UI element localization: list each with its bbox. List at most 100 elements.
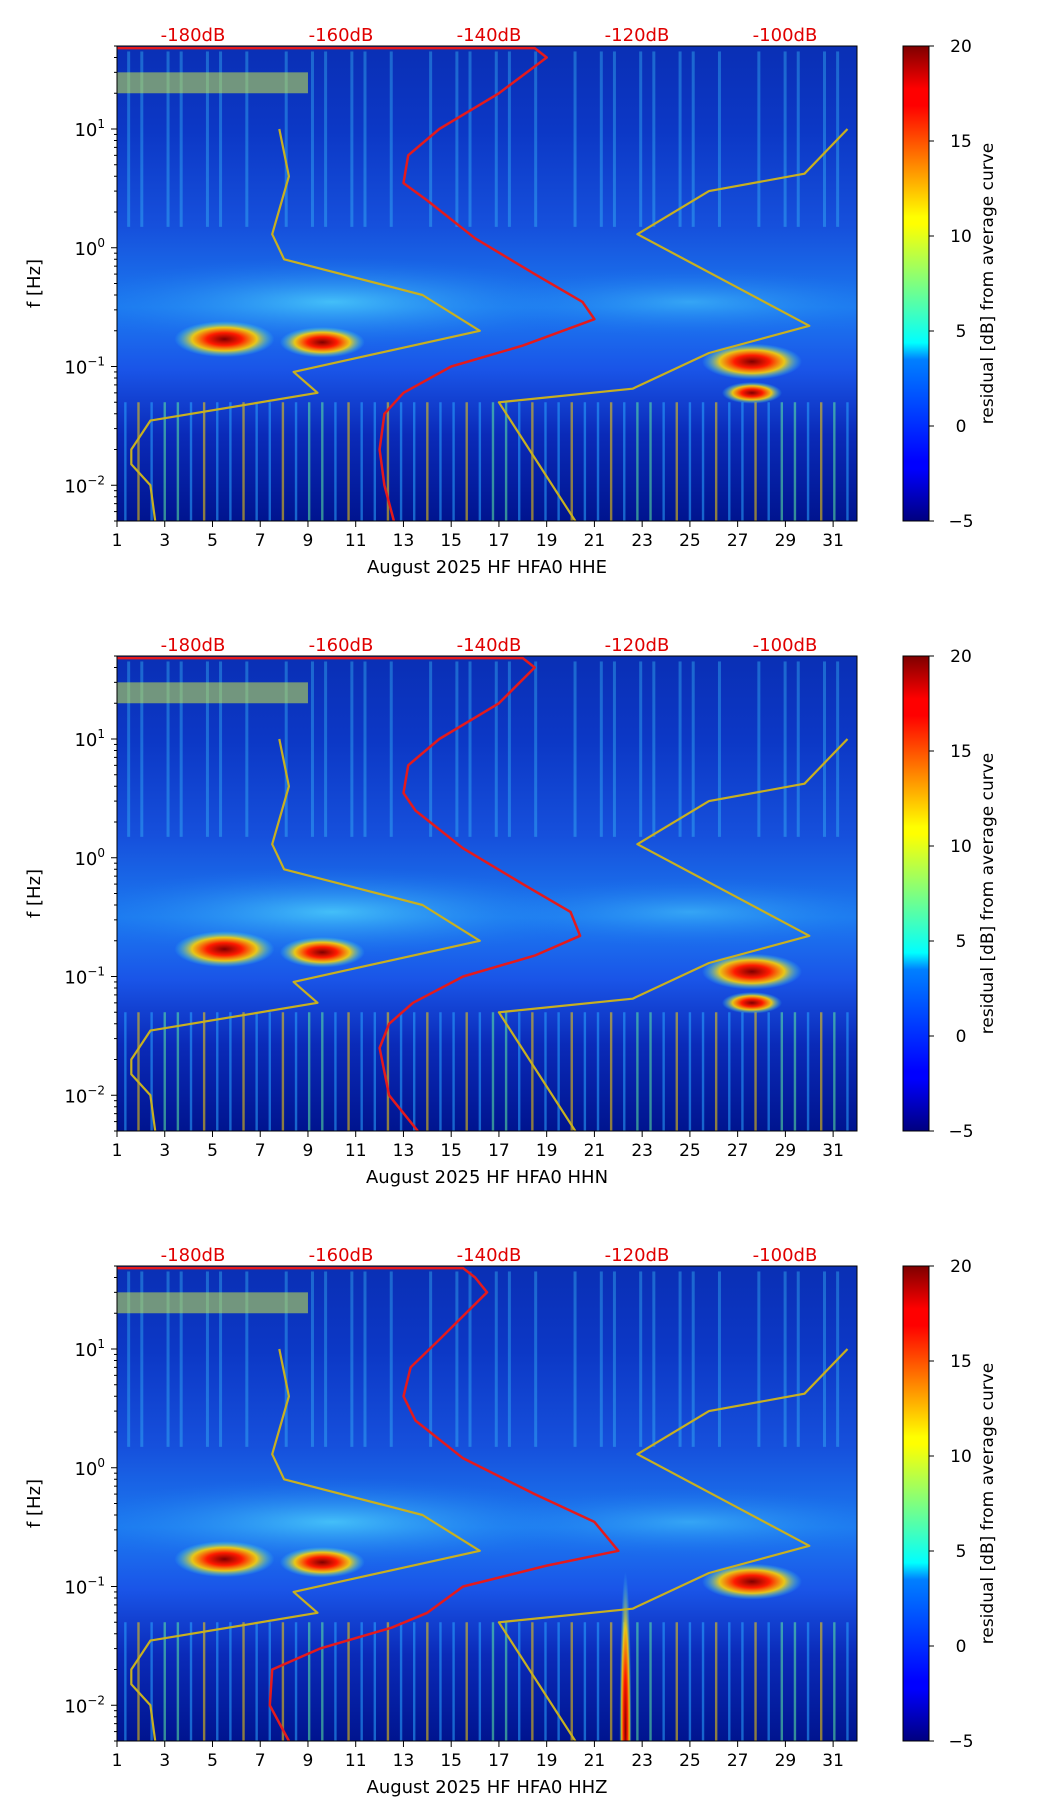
db-scale-label: -100dB <box>753 635 818 656</box>
streak <box>310 51 314 227</box>
high-noise-model-line <box>497 1348 849 1741</box>
x-tick-label: 13 <box>393 1751 415 1771</box>
hotspot <box>174 321 275 358</box>
streak <box>216 1622 219 1741</box>
streak <box>202 1622 206 1741</box>
streak <box>373 1622 377 1741</box>
hotspot <box>174 931 275 968</box>
x-axis-label: August 2025 HF HFA0 HHN <box>366 1167 608 1188</box>
streak <box>205 661 209 837</box>
streak <box>350 51 354 227</box>
streak <box>783 1271 787 1447</box>
x-axis-label: August 2025 HF HFA0 HHZ <box>367 1777 608 1798</box>
streak <box>717 51 721 227</box>
streak <box>245 1271 249 1447</box>
y-tick-label: 101 <box>74 117 105 141</box>
streak <box>596 402 600 521</box>
streak <box>268 1622 271 1741</box>
streak <box>124 1622 127 1741</box>
hotspot <box>701 953 802 990</box>
streak <box>347 1012 350 1131</box>
hotspot <box>619 1571 632 1741</box>
x-tick-label: 11 <box>345 531 367 551</box>
average-psd-curve <box>117 656 582 1131</box>
colorbar <box>902 655 930 1132</box>
streak <box>413 402 416 521</box>
streak <box>166 1271 170 1447</box>
streak <box>783 661 787 837</box>
streak <box>350 1271 354 1447</box>
streak <box>518 1012 521 1131</box>
x-tick-label: 3 <box>159 1141 170 1161</box>
streak <box>728 402 731 521</box>
streak <box>150 1622 153 1741</box>
streak <box>363 1271 367 1447</box>
streak <box>757 661 761 837</box>
streak <box>468 661 472 837</box>
streak <box>688 1012 692 1131</box>
streak <box>544 1622 547 1741</box>
streak <box>675 402 678 521</box>
streak <box>205 1271 209 1447</box>
streak <box>268 1012 271 1131</box>
streak <box>465 1012 468 1131</box>
streak <box>507 661 511 837</box>
streak <box>455 661 459 837</box>
streak <box>780 1622 784 1741</box>
streak <box>754 402 757 521</box>
streak <box>386 402 390 521</box>
streak <box>728 1012 731 1131</box>
x-tick-label: 17 <box>488 1141 510 1161</box>
streak <box>334 1622 337 1741</box>
colorbar-label: residual [dB] from average curve <box>978 1363 998 1644</box>
streak <box>639 661 643 837</box>
streak <box>754 1012 757 1131</box>
x-tick-label: 29 <box>775 531 797 551</box>
streak <box>599 661 603 837</box>
streak <box>649 402 652 521</box>
db-scale-label: -120dB <box>605 25 670 46</box>
x-tick-label: 23 <box>631 1751 653 1771</box>
streak <box>189 402 193 521</box>
average-psd-curve <box>117 46 596 521</box>
streak <box>176 402 180 521</box>
streak <box>321 1012 324 1131</box>
colorbar-tick-label: 20 <box>950 647 972 667</box>
streak <box>455 51 459 227</box>
streak <box>245 661 249 837</box>
streak <box>833 402 836 521</box>
streak <box>229 402 232 521</box>
x-tick-label: 7 <box>255 531 266 551</box>
streak <box>284 1271 288 1447</box>
streak <box>507 51 511 227</box>
streak <box>741 402 744 521</box>
x-tick-label: 31 <box>822 1751 844 1771</box>
streak <box>124 402 127 521</box>
streak <box>531 1622 534 1741</box>
streak <box>544 1012 547 1131</box>
colorbar-tick-label: 5 <box>956 322 967 342</box>
streak <box>324 51 328 227</box>
streak <box>413 1622 416 1741</box>
streak <box>429 661 433 837</box>
streak <box>570 1622 573 1741</box>
hotspot <box>701 343 802 380</box>
streak <box>491 1012 495 1131</box>
streak <box>219 661 223 837</box>
streak <box>179 661 183 837</box>
hotspot <box>279 936 365 968</box>
streak <box>823 661 826 837</box>
streak <box>281 1012 285 1131</box>
streak <box>623 1012 626 1131</box>
streak <box>544 402 547 521</box>
streak <box>242 1622 245 1741</box>
streak <box>363 51 367 227</box>
streak <box>652 51 656 227</box>
streak <box>281 402 285 521</box>
x-tick-label: 29 <box>775 1141 797 1161</box>
colorbar-tick-label: 10 <box>950 837 972 857</box>
streak <box>399 1012 403 1131</box>
streak <box>284 51 288 227</box>
streak <box>833 1622 836 1741</box>
